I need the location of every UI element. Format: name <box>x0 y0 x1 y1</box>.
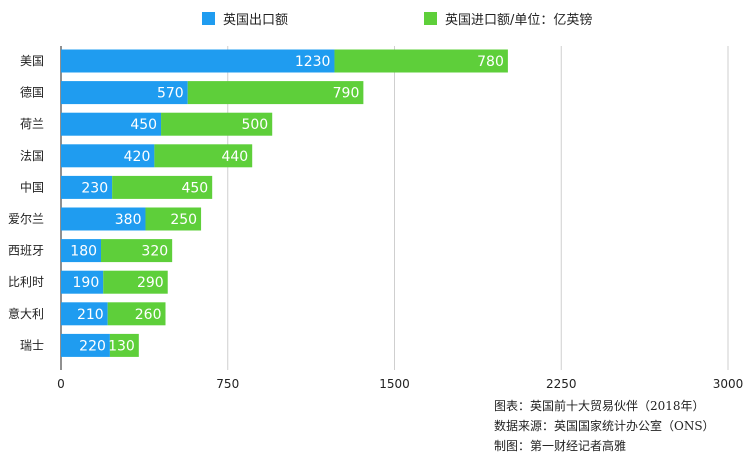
bar-export <box>61 49 335 73</box>
data-label-import: 790 <box>333 86 360 102</box>
bar-import <box>112 175 213 199</box>
category-label: 美国 <box>20 54 44 68</box>
data-label-export: 1230 <box>295 54 331 70</box>
x-tick-label: 2250 <box>546 377 577 391</box>
bar-export <box>61 239 102 263</box>
data-label-import: 250 <box>170 212 197 228</box>
bar-export <box>61 207 146 231</box>
bar-import <box>109 333 139 357</box>
note-title: 图表：英国前十大贸易伙伴（2018年） <box>494 399 705 413</box>
bar-export <box>61 270 104 294</box>
bar-import <box>101 239 173 263</box>
category-label: 比利时 <box>8 275 44 289</box>
bar-import <box>145 207 202 231</box>
data-label-export: 190 <box>73 275 100 291</box>
note-author: 制图：第一财经记者高雅 <box>494 439 627 453</box>
data-label-import: 780 <box>477 54 504 70</box>
category-label: 意大利 <box>8 306 44 321</box>
bar-export <box>61 144 155 168</box>
bar-import <box>334 49 508 73</box>
x-tick-label: 750 <box>216 377 239 391</box>
stacked-bar-chart: 0 750 1500 2250 3000 美国 1230 780 德国 570 790 荷兰 450 50… <box>8 46 744 391</box>
data-label-import: 320 <box>141 244 168 260</box>
category-label: 中国 <box>20 179 44 194</box>
legend-swatch-export <box>202 12 215 25</box>
bar-import <box>103 270 168 294</box>
data-label-import: 260 <box>135 307 162 323</box>
x-tick-label: 0 <box>57 377 65 391</box>
chart-notes: 图表：英国前十大贸易伙伴（2018年） 数据来源：英国国家统计办公室（ONS） … <box>494 396 715 456</box>
data-label-import: 440 <box>221 149 248 165</box>
category-label: 瑞士 <box>20 338 44 352</box>
data-label-import: 290 <box>137 275 164 291</box>
bar-export <box>61 333 110 357</box>
bar-import <box>154 144 253 168</box>
bar-import <box>187 81 364 105</box>
x-tick-label: 1500 <box>379 377 410 391</box>
bar-export <box>61 175 113 199</box>
category-label: 法国 <box>20 149 44 163</box>
data-label-import: 450 <box>181 180 208 196</box>
data-label-export: 570 <box>157 86 184 102</box>
category-label: 荷兰 <box>20 117 44 131</box>
legend-swatch-import <box>424 12 437 25</box>
note-source: 数据来源：英国国家统计办公室（ONS） <box>494 419 715 433</box>
bar-export <box>61 112 162 136</box>
bar-import <box>161 112 273 136</box>
data-label-import: 130 <box>108 338 135 354</box>
x-tick-label: 3000 <box>713 377 744 391</box>
category-label: 德国 <box>20 85 44 100</box>
legend-item-import: 英国进口额/单位：亿英镑 <box>424 9 592 28</box>
data-label-export: 210 <box>77 307 104 323</box>
bar-export <box>61 81 188 105</box>
data-label-export: 450 <box>130 117 157 133</box>
data-label-export: 220 <box>79 338 106 354</box>
category-label: 爱尔兰 <box>8 211 44 226</box>
bar-export <box>61 302 108 326</box>
data-label-export: 230 <box>81 180 108 196</box>
category-label: 西班牙 <box>8 244 44 258</box>
data-label-import: 500 <box>241 117 268 133</box>
data-label-export: 180 <box>70 244 97 260</box>
data-label-export: 420 <box>124 149 151 165</box>
legend-item-export: 英国出口额 <box>202 9 288 28</box>
data-label-export: 380 <box>115 212 142 228</box>
bar-import <box>107 302 166 326</box>
legend-label-export: 英国出口额 <box>223 13 289 28</box>
legend-label-import: 英国进口额/单位：亿英镑 <box>445 13 593 28</box>
